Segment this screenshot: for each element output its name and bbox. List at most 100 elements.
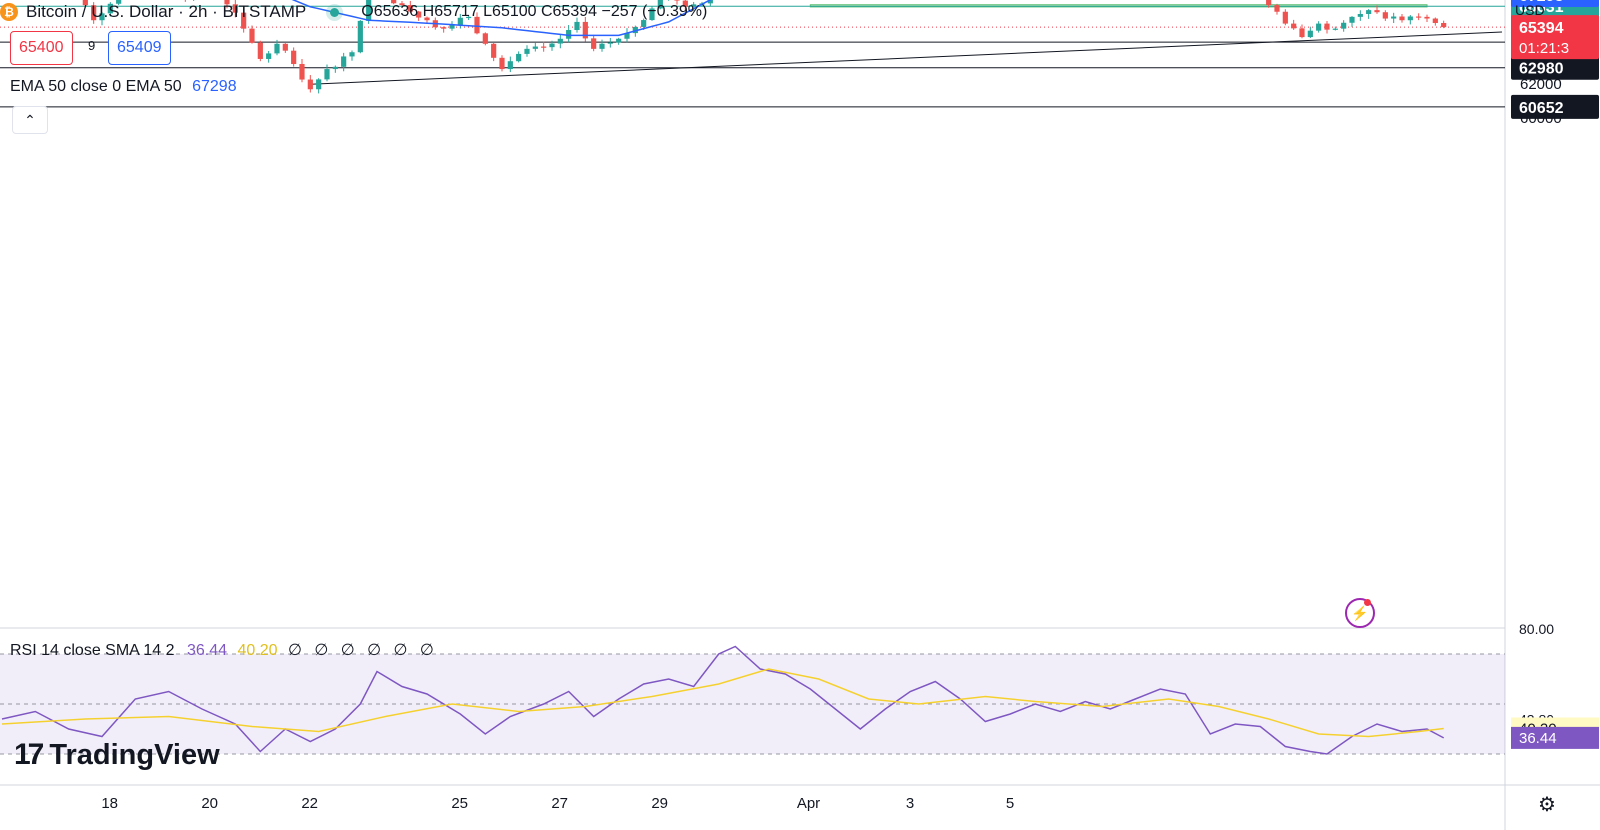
candle-body	[1374, 10, 1380, 13]
ohlc-readout: O65636 H65717 L65100 C65394 −257 (−0.39%…	[361, 3, 708, 20]
candle-body	[99, 13, 105, 21]
candle-body	[274, 43, 280, 54]
candle-body	[682, 0, 688, 7]
candle-body	[1424, 16, 1430, 19]
symbol-title[interactable]: Bitcoin / U.S. Dollar · 2h · BITSTAMP	[26, 2, 307, 21]
level-badge-bg	[1511, 55, 1599, 80]
market-open-icon	[330, 7, 340, 17]
rsi-legend-value: 36.44	[186, 642, 228, 659]
lower-trendline	[310, 31, 1503, 85]
candle-body	[574, 21, 580, 31]
candle-body	[1291, 23, 1297, 29]
time-tick-label: 5	[1006, 795, 1014, 812]
candle-body	[499, 57, 505, 70]
candle-body	[649, 8, 655, 21]
candle-body	[1316, 23, 1322, 31]
time-tick-label: 29	[651, 795, 668, 812]
rsi-legend-label: RSI 14 close SMA 14 2	[10, 642, 175, 659]
candle-body	[291, 50, 297, 65]
rsi-na-values: ∅ ∅ ∅ ∅ ∅ ∅	[287, 642, 438, 659]
candle-body	[299, 64, 305, 80]
candle-body	[1324, 23, 1330, 30]
currency-label[interactable]: USD	[1515, 2, 1545, 18]
time-tick-label: Apr	[797, 795, 820, 812]
candle-body	[1307, 30, 1313, 38]
ema-legend-label: EMA 50 close 0 EMA 50	[10, 78, 182, 95]
candle-body	[632, 26, 638, 34]
candle-body	[599, 43, 605, 49]
candle-body	[399, 3, 405, 6]
rsi-sma-legend-value: 40.20	[237, 642, 278, 659]
rsi-tick-label: 80.00	[1519, 621, 1554, 637]
candle-body	[707, 0, 713, 4]
rsi-legend[interactable]: RSI 14 close SMA 14 2 36.44 40.20 ∅ ∅ ∅ …	[10, 640, 438, 660]
candle-body	[357, 20, 363, 53]
time-tick-label: 18	[101, 795, 118, 812]
tradingview-logo-mark: 17	[14, 738, 44, 771]
candle-body	[549, 43, 555, 48]
candle-body	[366, 0, 372, 21]
sell-price-button[interactable]: 65400	[10, 31, 73, 65]
rsi-value-badge: 36.44	[1519, 730, 1557, 747]
candle-body	[541, 46, 547, 48]
candle-body	[1282, 11, 1288, 24]
candle-body	[424, 17, 430, 21]
candle-body	[266, 53, 272, 59]
rsi-line	[1, 645, 1445, 755]
bitcoin-icon: ₿	[0, 3, 18, 21]
lightning-icon[interactable]: ⚡	[1345, 598, 1375, 628]
candle-body	[524, 48, 530, 54]
candle-body	[1366, 10, 1372, 14]
candle-body	[474, 16, 480, 34]
price-tick-label: 62000	[1520, 76, 1562, 93]
ema-legend-value: 67298	[192, 78, 237, 95]
candle-body	[116, 0, 122, 4]
candle-body	[1349, 16, 1355, 23]
candle-body	[249, 28, 255, 43]
candle-body	[257, 42, 263, 59]
candle-body	[416, 11, 422, 18]
time-tick-label: 27	[551, 795, 568, 812]
candle-body	[491, 43, 497, 58]
candle-body	[616, 38, 622, 43]
candle-body	[282, 43, 288, 51]
candle-body	[441, 27, 447, 29]
candle-body	[466, 16, 472, 19]
tradingview-logo-text: TradingView	[49, 738, 220, 771]
ema-legend[interactable]: EMA 50 close 0 EMA 50 67298	[10, 78, 237, 96]
candle-body	[691, 4, 697, 7]
candle-body	[1382, 12, 1388, 19]
candle-body	[607, 42, 613, 44]
candle-body	[674, 0, 680, 1]
candle-body	[1274, 5, 1280, 12]
candle-body	[341, 56, 347, 67]
candle-body	[1432, 18, 1438, 23]
candle-body	[1299, 28, 1305, 38]
time-tick-label: 20	[201, 795, 218, 812]
candle-body	[1441, 22, 1447, 28]
candle-body	[532, 46, 538, 49]
candle-body	[224, 0, 230, 5]
candle-body	[1407, 16, 1413, 21]
buy-price-button[interactable]: 65409	[108, 31, 171, 65]
chart-header: ₿ Bitcoin / U.S. Dollar · 2h · BITSTAMP …	[0, 0, 707, 24]
collapse-legend-button[interactable]: ⌃	[12, 106, 48, 134]
countdown-badge: 01:21:3	[1519, 40, 1569, 57]
ema-price-badge: 67298	[1519, 0, 1564, 5]
level-badge: 60652	[1519, 100, 1564, 117]
time-tick-label: 3	[906, 795, 914, 812]
current-price-badge: 65394	[1519, 20, 1564, 37]
candle-body	[232, 4, 238, 13]
candle-body	[91, 5, 97, 21]
candle-body	[557, 38, 563, 44]
candle-body	[507, 61, 513, 70]
candle-body	[641, 20, 647, 27]
tradingview-logo[interactable]: 17 TradingView	[14, 738, 220, 772]
candle-body	[457, 17, 463, 26]
settings-gear-icon[interactable]: ⚙	[1538, 794, 1556, 816]
level-badge-bg	[1511, 94, 1599, 119]
candle-body	[1332, 28, 1338, 30]
candle-body	[582, 21, 588, 39]
candle-body	[516, 53, 522, 62]
